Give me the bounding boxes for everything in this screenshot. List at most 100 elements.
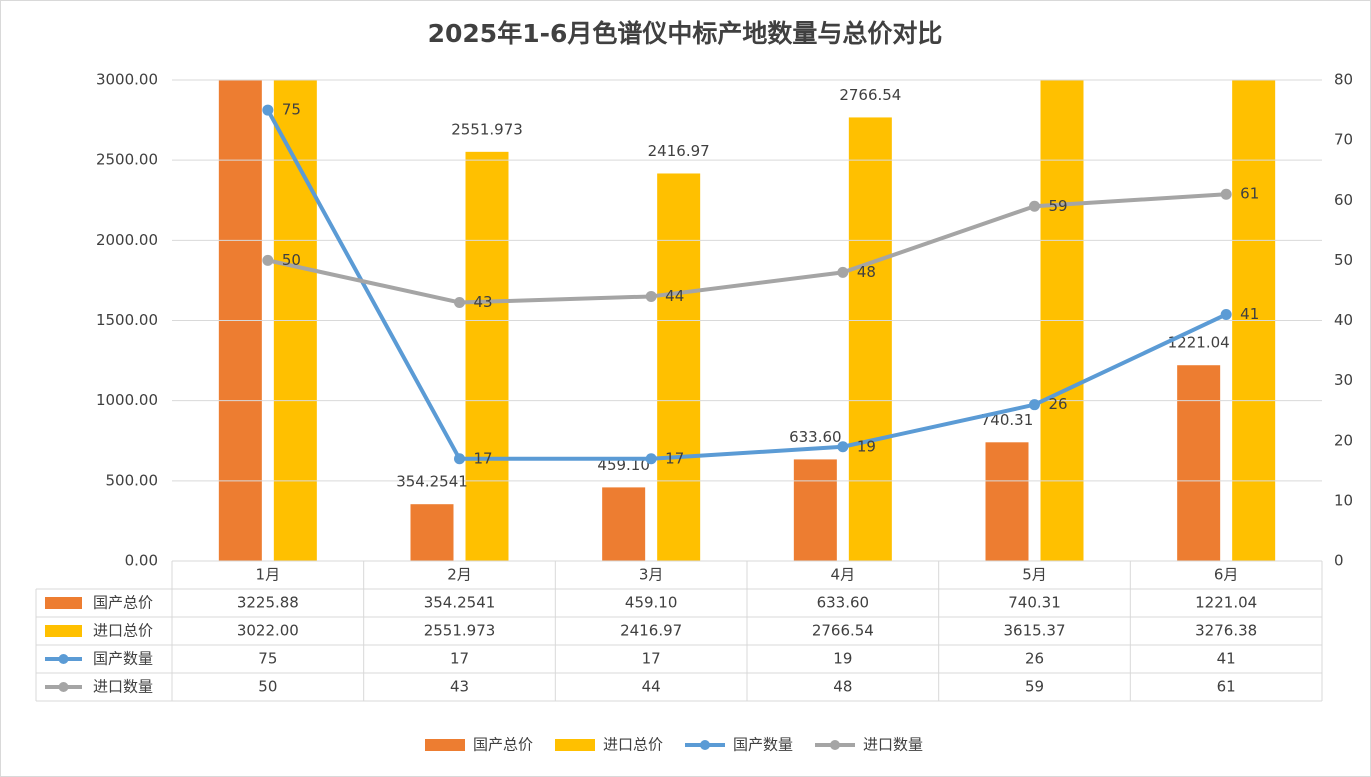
y2-tick-label: 60 <box>1334 191 1353 209</box>
table-cell: 2416.97 <box>620 622 682 640</box>
line <box>266 109 1228 461</box>
table-legend-key <box>45 625 82 637</box>
bar <box>1177 365 1221 561</box>
table-cell: 459.10 <box>625 594 678 612</box>
y-tick-label: 1500.00 <box>96 311 158 329</box>
legend-key <box>700 740 710 750</box>
legend-label: 进口总价 <box>603 736 663 754</box>
table-cell: 354.2541 <box>424 594 496 612</box>
bar <box>1232 80 1276 561</box>
data-label: 2551.973 <box>451 120 523 138</box>
data-label: 44 <box>665 287 684 305</box>
data-label: 19 <box>857 437 876 455</box>
table-cell: 3276.38 <box>1195 622 1257 640</box>
y-tick-label: 500.00 <box>106 471 159 489</box>
y2-tick-label: 20 <box>1334 431 1353 449</box>
y2-tick-label: 30 <box>1334 371 1353 389</box>
bar <box>793 459 837 561</box>
line <box>267 192 1227 305</box>
y2-tick-label: 50 <box>1334 251 1353 269</box>
legend-label: 进口数量 <box>863 736 923 754</box>
data-label: 2416.97 <box>648 142 710 160</box>
line-point <box>645 290 657 302</box>
line-point <box>262 254 274 266</box>
y-tick-label: 1000.00 <box>96 391 158 409</box>
table-legend-key <box>45 597 82 609</box>
y-tick-label: 2000.00 <box>96 231 158 249</box>
legend-key <box>555 739 595 751</box>
table-cell: 43 <box>450 678 469 696</box>
bar <box>218 80 262 561</box>
y2-tick-label: 80 <box>1334 71 1353 89</box>
x-tick-label: 1月 <box>256 566 281 584</box>
table-cell: 3225.88 <box>237 594 299 612</box>
bar <box>985 442 1029 561</box>
data-label: 48 <box>857 263 876 281</box>
bar <box>273 80 317 561</box>
table-cell: 44 <box>642 678 661 696</box>
data-label: 50 <box>282 251 301 269</box>
x-tick-label: 6月 <box>1214 566 1239 584</box>
table-series-name: 国产总价 <box>93 594 153 612</box>
data-label: 17 <box>665 449 684 467</box>
table-cell: 633.60 <box>817 594 870 612</box>
x-tick-label: 3月 <box>639 566 664 584</box>
table-cell: 75 <box>258 650 277 668</box>
legend-key <box>425 739 465 751</box>
data-label: 43 <box>474 293 493 311</box>
y2-tick-label: 40 <box>1334 311 1353 329</box>
y2-tick-label: 10 <box>1334 491 1353 509</box>
bar <box>410 504 454 561</box>
table-cell: 61 <box>1217 678 1236 696</box>
legend-label: 国产数量 <box>733 736 793 754</box>
table-cell: 2551.973 <box>424 622 496 640</box>
table-legend-key <box>58 654 69 664</box>
line-point <box>645 453 657 465</box>
line-point <box>837 266 849 278</box>
table-legend-key <box>58 682 69 692</box>
table-cell: 740.31 <box>1008 594 1061 612</box>
line-point <box>1029 399 1040 411</box>
data-label: 633.60 <box>789 428 842 446</box>
data-label: 1221.04 <box>1168 334 1230 352</box>
x-tick-label: 4月 <box>831 566 856 584</box>
line-point <box>1220 308 1232 320</box>
table-cell: 17 <box>450 650 469 668</box>
line-point <box>454 453 465 465</box>
data-label: 59 <box>1049 197 1068 215</box>
table-cell: 19 <box>833 650 852 668</box>
table-cell: 59 <box>1025 678 1044 696</box>
data-label: 41 <box>1240 305 1259 323</box>
y-tick-label: 2500.00 <box>96 151 158 169</box>
table-series-name: 进口总价 <box>93 622 153 640</box>
bar <box>1040 80 1084 561</box>
chart-title: 2025年1-6月色谱仪中标产地数量与总价对比 <box>428 19 943 48</box>
data-label: 2766.54 <box>839 86 901 104</box>
data-label: 75 <box>282 101 301 119</box>
table-cell: 1221.04 <box>1195 594 1257 612</box>
line-point <box>262 104 274 116</box>
legend-label: 国产总价 <box>473 736 533 754</box>
table-cell: 2766.54 <box>812 622 874 640</box>
x-tick-label: 2月 <box>447 566 472 584</box>
data-label: 26 <box>1049 395 1068 413</box>
x-tick-label: 5月 <box>1022 566 1047 584</box>
y-tick-label: 0.00 <box>125 552 158 570</box>
table-series-name: 进口数量 <box>93 678 153 696</box>
y-tick-label: 3000.00 <box>96 71 158 89</box>
table-cell: 50 <box>258 678 277 696</box>
bar <box>657 173 701 561</box>
y2-tick-label: 70 <box>1334 131 1353 149</box>
data-label: 354.2541 <box>396 473 468 491</box>
table-cell: 3615.37 <box>1003 622 1065 640</box>
table-cell: 48 <box>833 678 852 696</box>
line-point <box>454 296 465 308</box>
data-label: 61 <box>1240 185 1259 203</box>
table-cell: 41 <box>1217 650 1236 668</box>
line-point <box>1029 200 1040 212</box>
table-series-name: 国产数量 <box>93 650 153 668</box>
line-point <box>837 441 849 453</box>
line-point <box>1220 188 1232 200</box>
bar <box>465 151 509 561</box>
